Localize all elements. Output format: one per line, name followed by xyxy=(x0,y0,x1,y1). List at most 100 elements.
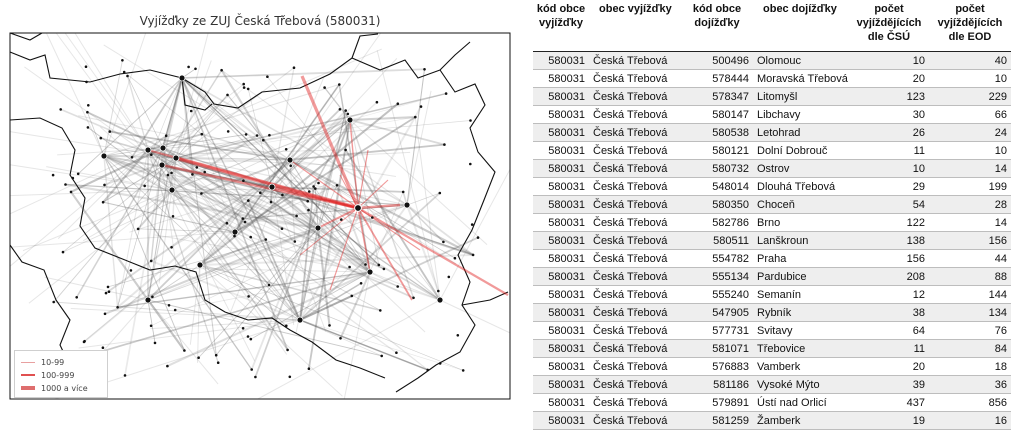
municipality-node xyxy=(286,348,289,352)
flow-line xyxy=(314,188,371,273)
origin-name-cell: Česká Třebová xyxy=(589,411,681,430)
flow-line xyxy=(250,119,351,370)
flow-line xyxy=(147,120,471,151)
count-eod-cell: 14 xyxy=(929,213,1011,232)
region-border-line xyxy=(9,32,43,41)
flow-line xyxy=(307,119,351,369)
flow-line xyxy=(103,149,346,157)
red-flow-line xyxy=(299,207,359,256)
flow-line xyxy=(271,186,295,326)
municipality-node xyxy=(470,223,474,226)
municipality-node xyxy=(338,83,341,86)
count-eod-cell: 229 xyxy=(929,87,1011,106)
origin-name-cell: Česká Třebová xyxy=(589,159,681,178)
count-csu-cell: 20 xyxy=(849,69,929,88)
flow-line xyxy=(103,134,247,157)
municipality-node xyxy=(284,148,288,151)
flow-line xyxy=(100,126,173,191)
count-eod-cell: 144 xyxy=(929,285,1011,304)
table-row: 580031 Česká Třebová 581071 Třebovice 11 84 xyxy=(533,339,1011,358)
flow-line xyxy=(147,149,385,270)
flow-line xyxy=(62,119,351,253)
municipality-node xyxy=(171,215,175,218)
flow-line xyxy=(267,76,441,301)
municipality-node xyxy=(328,324,331,327)
municipality-node xyxy=(121,59,124,62)
municipality-node xyxy=(170,171,173,175)
table-row: 580031 Česká Třebová 554782 Praha 156 44 xyxy=(533,249,1011,268)
flow-line xyxy=(147,149,342,220)
flow-line xyxy=(171,119,351,191)
destination-code-cell: 580538 xyxy=(681,123,753,142)
flow-line xyxy=(162,147,173,191)
flow-line xyxy=(349,119,415,299)
red-flow-line xyxy=(300,75,360,209)
flow-line xyxy=(171,134,258,191)
flow-line xyxy=(299,110,347,321)
map-title: Vyjížďky ze ZUJ Česká Třebová (580031) xyxy=(139,14,381,28)
municipality-node xyxy=(87,104,90,107)
table-row: 580031 Česká Třebová 580538 Letohrad 26 24 xyxy=(533,123,1011,142)
flow-line xyxy=(197,190,301,321)
municipality-node xyxy=(312,185,315,188)
column-header: počet vyjíždějících dle ČSÚ xyxy=(849,0,929,52)
flow-line xyxy=(138,228,236,233)
destination-name-cell: Semanín xyxy=(753,285,849,304)
municipality-node xyxy=(344,109,348,112)
municipality-node xyxy=(469,119,472,122)
municipality-node xyxy=(197,356,200,360)
flow-line xyxy=(196,166,371,273)
origin-code-cell: 580031 xyxy=(533,159,589,178)
flow-line xyxy=(147,299,186,352)
flow-line xyxy=(234,231,381,311)
municipality-node xyxy=(183,349,186,352)
flow-line xyxy=(12,231,236,248)
flow-line xyxy=(70,147,164,193)
count-csu-cell: 29 xyxy=(849,177,929,196)
origin-code-cell: 580031 xyxy=(533,87,589,106)
flow-line xyxy=(414,117,441,301)
municipality-node xyxy=(241,327,245,330)
flow-line xyxy=(117,271,371,308)
municipality-node xyxy=(335,184,339,187)
flow-line xyxy=(100,137,273,188)
municipality-node xyxy=(167,304,171,307)
municipality-node xyxy=(471,253,475,257)
flow-line xyxy=(167,174,273,188)
flow-line xyxy=(147,299,382,357)
origin-code-cell: 580031 xyxy=(533,105,589,124)
table-row: 580031 Česká Třebová 555240 Semanín 12 144 xyxy=(533,285,1011,304)
red-flow-line xyxy=(357,203,401,210)
red-flow-line xyxy=(357,207,413,301)
municipality-node xyxy=(247,199,250,202)
municipality-node xyxy=(103,183,106,187)
flow-line xyxy=(406,69,425,206)
municipality-node xyxy=(423,68,426,71)
flow-line xyxy=(181,77,258,136)
flow-line xyxy=(196,92,291,161)
hub-node xyxy=(231,228,239,236)
destination-name-cell: Třebovice xyxy=(753,339,849,358)
origin-code-cell: 580031 xyxy=(533,357,589,376)
flow-line xyxy=(204,171,319,229)
legend-label: 1000 a více xyxy=(41,383,88,393)
municipality-node xyxy=(226,93,229,97)
flow-line xyxy=(171,189,230,281)
legend-swatch xyxy=(21,374,35,376)
flow-line xyxy=(53,157,177,303)
red-flow-line xyxy=(339,174,359,209)
count-eod-cell: 199 xyxy=(929,177,1011,196)
destination-name-cell: Olomouc xyxy=(753,51,849,70)
destination-name-cell: Lanškroun xyxy=(753,231,849,250)
flow-line xyxy=(181,77,441,301)
municipality-node xyxy=(438,191,442,195)
origin-code-cell: 580031 xyxy=(533,285,589,304)
column-header: kód obce dojížďky xyxy=(681,0,753,52)
table-row: 580031 Česká Třebová 580350 Choceň 54 28 xyxy=(533,195,1011,214)
flow-line xyxy=(299,227,319,321)
destination-name-cell: Dolní Dobrouč xyxy=(753,141,849,160)
flow-line xyxy=(271,186,404,193)
origin-code-cell: 580031 xyxy=(533,177,589,196)
origin-code-cell: 580031 xyxy=(533,231,589,250)
region-border-line xyxy=(461,291,509,306)
